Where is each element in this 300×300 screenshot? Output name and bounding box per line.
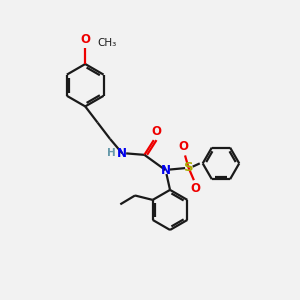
Text: O: O [179, 140, 189, 153]
Text: N: N [117, 147, 127, 160]
Text: O: O [190, 182, 200, 195]
Text: S: S [184, 161, 194, 174]
Text: CH₃: CH₃ [98, 38, 117, 48]
Text: H: H [107, 148, 116, 158]
Text: O: O [80, 33, 90, 46]
Text: N: N [160, 164, 171, 177]
Text: O: O [151, 125, 161, 138]
